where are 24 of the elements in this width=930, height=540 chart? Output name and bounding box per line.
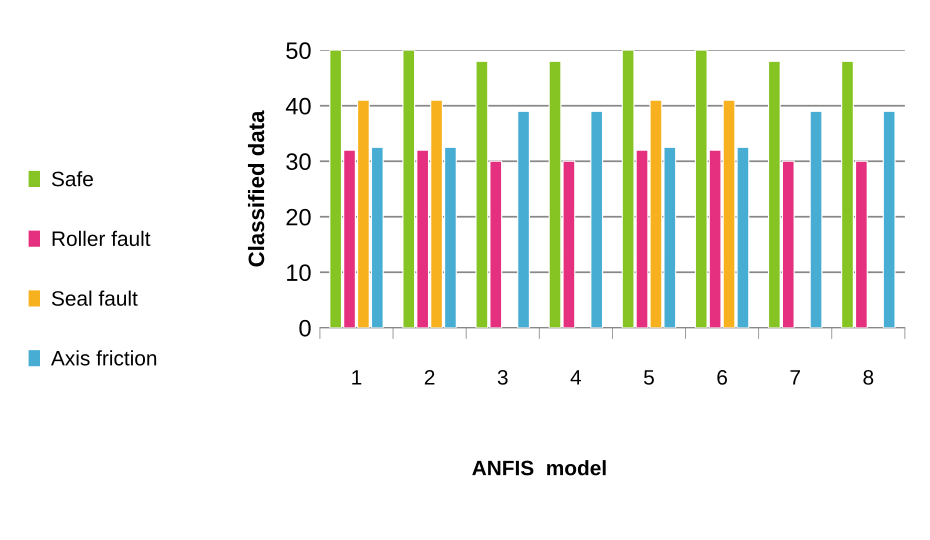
x-tick-label: 7 — [790, 370, 800, 385]
bar — [590, 110, 604, 328]
x-tick-label: 3 — [498, 370, 508, 385]
bar — [882, 110, 896, 328]
legend-label: Axis friction — [51, 350, 156, 366]
legend-label: Safe — [52, 171, 93, 186]
y-tick-label: 10 — [287, 264, 311, 282]
x-axis-title: ANFIS model — [472, 460, 606, 476]
x-tick-label: 8 — [863, 370, 874, 385]
x-tick-label: 1 — [352, 370, 362, 385]
bar — [517, 110, 530, 328]
x-tick-label: 4 — [570, 370, 582, 385]
bar — [810, 110, 822, 328]
y-tick-label: 30 — [286, 153, 311, 170]
x-tick-label: 5 — [644, 370, 654, 385]
y-tick-label: 20 — [286, 208, 311, 226]
y-tick-label: 0 — [299, 320, 311, 337]
y-tick-label: 40 — [286, 98, 311, 115]
legend-label: Seal fault — [52, 290, 138, 306]
y-axis-title: Classified data — [248, 110, 264, 267]
x-tick-label: 2 — [424, 370, 434, 385]
legend-label: Roller fault — [52, 230, 150, 246]
y-tick-label: 50 — [286, 42, 311, 60]
x-tick-label: 6 — [717, 370, 727, 385]
